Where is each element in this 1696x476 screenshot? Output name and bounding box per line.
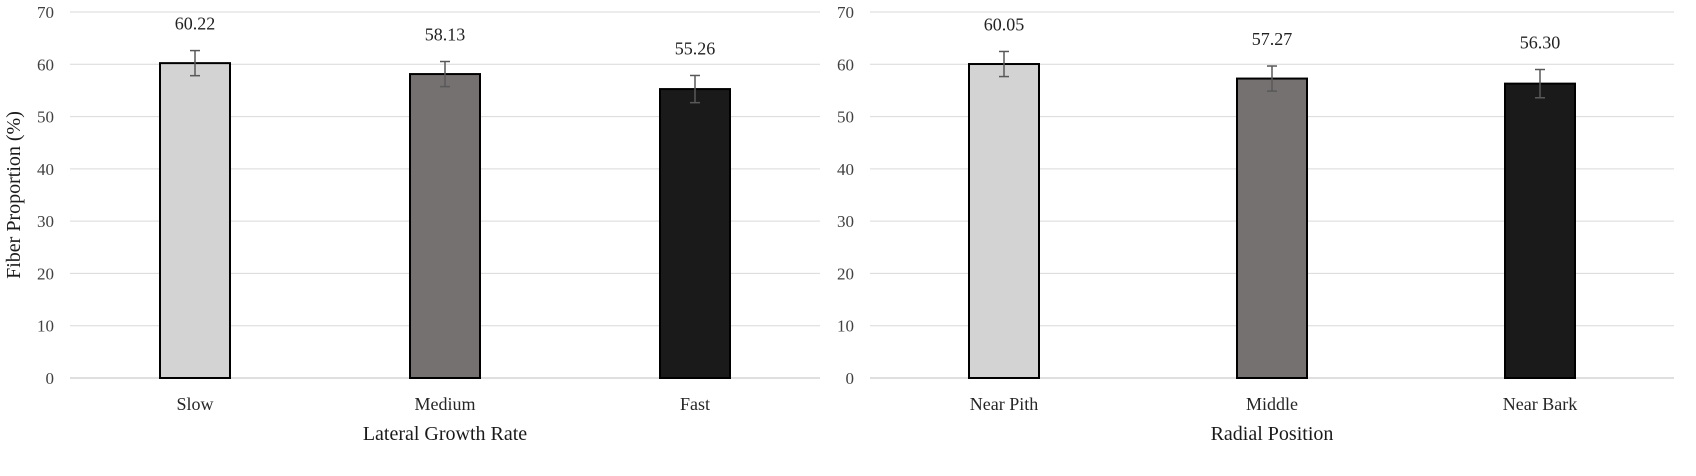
- data-label: 56.30: [1520, 33, 1561, 53]
- y-tick-label: 50: [37, 108, 54, 127]
- x-tick-label: Near Pith: [970, 394, 1038, 414]
- y-tick-label: 70: [837, 3, 854, 22]
- y-tick-label: 30: [837, 212, 854, 231]
- x-tick-label: Fast: [680, 394, 710, 414]
- y-axis-title: Fiber Proportion (%): [3, 111, 25, 279]
- data-label: 60.22: [175, 14, 216, 34]
- y-tick-label: 0: [846, 369, 855, 388]
- y-tick-label: 60: [837, 55, 854, 74]
- y-tick-label: 40: [837, 160, 854, 179]
- y-tick-label: 60: [37, 55, 54, 74]
- bar: [1504, 82, 1576, 379]
- y-tick-label: 10: [37, 317, 54, 336]
- data-label: 58.13: [425, 25, 466, 45]
- bar: [1236, 77, 1308, 379]
- bar: [659, 88, 731, 379]
- x-axis-title: Radial Position: [1211, 423, 1334, 445]
- bar: [968, 63, 1040, 379]
- y-tick-label: 50: [837, 108, 854, 127]
- bar: [409, 73, 481, 379]
- data-label: 60.05: [984, 14, 1025, 34]
- y-tick-label: 30: [37, 212, 54, 231]
- y-tick-label: 0: [46, 369, 55, 388]
- y-tick-label: 40: [37, 160, 54, 179]
- y-tick-label: 10: [837, 317, 854, 336]
- y-tick-label: 20: [837, 264, 854, 283]
- y-tick-label: 20: [37, 264, 54, 283]
- y-tick-label: 70: [37, 3, 54, 22]
- bar: [159, 62, 231, 379]
- x-tick-label: Medium: [415, 394, 476, 414]
- data-label: 57.27: [1252, 29, 1293, 49]
- x-tick-label: Middle: [1246, 394, 1298, 414]
- x-tick-label: Slow: [176, 394, 213, 414]
- x-tick-label: Near Bark: [1503, 394, 1577, 414]
- data-label: 55.26: [675, 38, 716, 58]
- x-axis-title: Lateral Growth Rate: [363, 423, 527, 445]
